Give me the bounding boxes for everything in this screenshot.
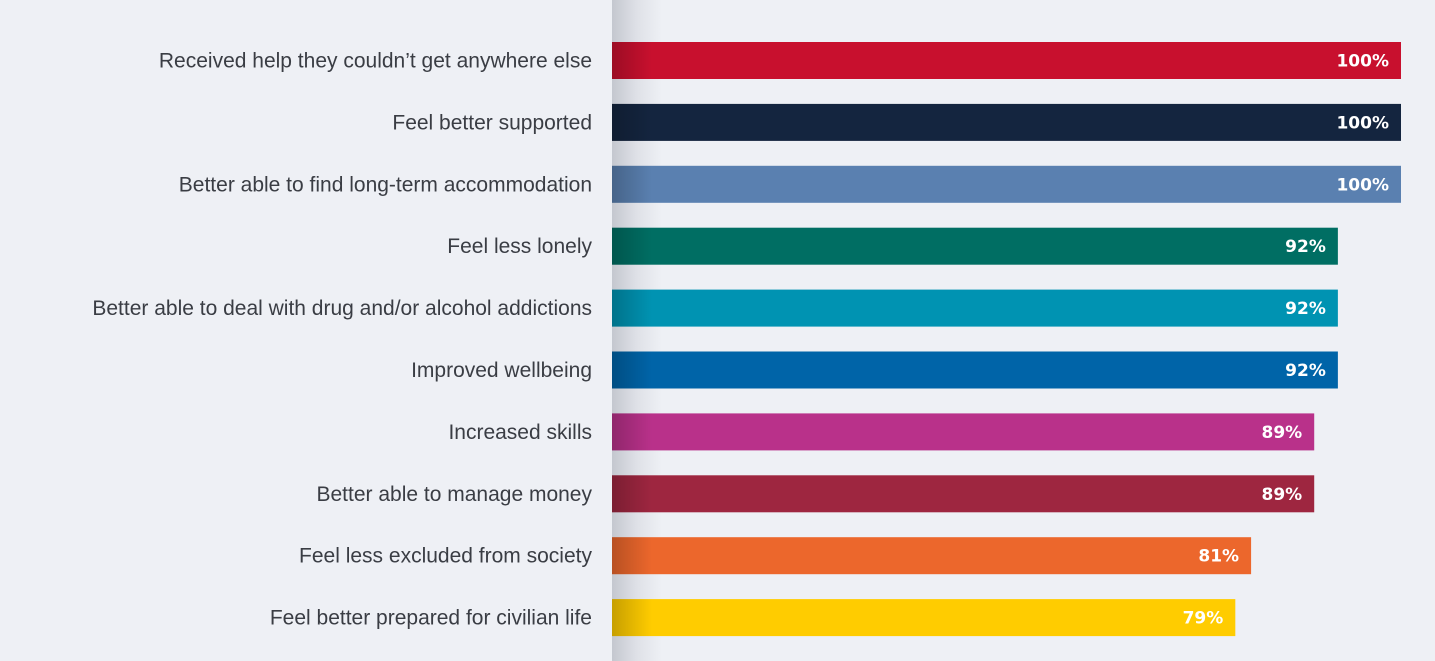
bar-shade: [612, 351, 652, 389]
bar-shade: [612, 475, 652, 513]
bar: [612, 165, 1401, 203]
category-label: Received help they couldn’t get anywhere…: [159, 50, 592, 73]
category-label: Feel less lonely: [447, 235, 592, 258]
value-label: 92%: [1285, 361, 1326, 381]
category-label: Better able to find long-term accommodat…: [179, 173, 592, 196]
bar: [612, 103, 1401, 141]
bars-layer: Received help they couldn’t get anywhere…: [92, 42, 1401, 637]
bar: [612, 413, 1315, 451]
value-label: 89%: [1262, 423, 1303, 443]
category-label: Feel better supported: [392, 111, 592, 134]
value-label: 81%: [1198, 547, 1239, 567]
bar-shade: [612, 103, 652, 141]
bar: [612, 289, 1338, 327]
category-label: Better able to deal with drug and/or alc…: [92, 297, 592, 320]
category-label: Feel better prepared for civilian life: [270, 607, 592, 630]
bar: [612, 537, 1252, 575]
value-label: 89%: [1262, 485, 1303, 505]
category-label: Increased skills: [448, 421, 592, 444]
bar: [612, 599, 1236, 637]
value-label: 79%: [1183, 609, 1224, 629]
bar-shade: [612, 413, 652, 451]
bar: [612, 475, 1315, 513]
bar: [612, 227, 1338, 265]
value-label: 92%: [1285, 299, 1326, 319]
category-label: Better able to manage money: [316, 483, 592, 506]
value-label: 92%: [1285, 237, 1326, 257]
value-label: 100%: [1336, 52, 1389, 72]
bar-shade: [612, 165, 652, 203]
value-label: 100%: [1336, 113, 1389, 133]
value-label: 100%: [1336, 175, 1389, 195]
bar: [612, 42, 1401, 79]
bar-shade: [612, 599, 652, 637]
bar-shade: [612, 537, 652, 575]
category-label: Improved wellbeing: [411, 359, 592, 382]
bar: [612, 351, 1338, 389]
bar-shade: [612, 289, 652, 327]
bar-shade: [612, 42, 652, 79]
bar-shade: [612, 227, 652, 265]
category-label: Feel less excluded from society: [299, 545, 592, 568]
